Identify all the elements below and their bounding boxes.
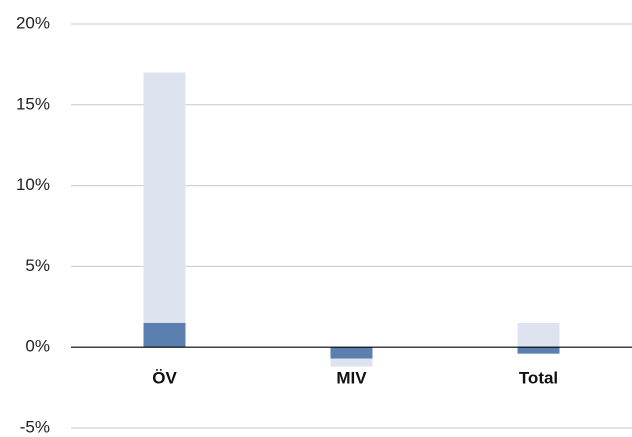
y-tick-label: 10% <box>16 175 50 194</box>
bar <box>143 322 186 348</box>
y-tick-label: 5% <box>25 256 50 275</box>
y-tick-label: 15% <box>16 94 50 113</box>
bar <box>143 72 186 348</box>
y-tick-label: -5% <box>20 417 50 436</box>
x-tick-label: ÖV <box>152 369 177 388</box>
y-tick-label: 0% <box>25 337 50 356</box>
bar <box>330 347 373 359</box>
x-tick-label: Total <box>519 369 558 388</box>
y-tick-label: 20% <box>16 13 50 32</box>
bar <box>517 322 560 348</box>
x-tick-label: MIV <box>336 369 367 388</box>
bar <box>517 347 560 354</box>
